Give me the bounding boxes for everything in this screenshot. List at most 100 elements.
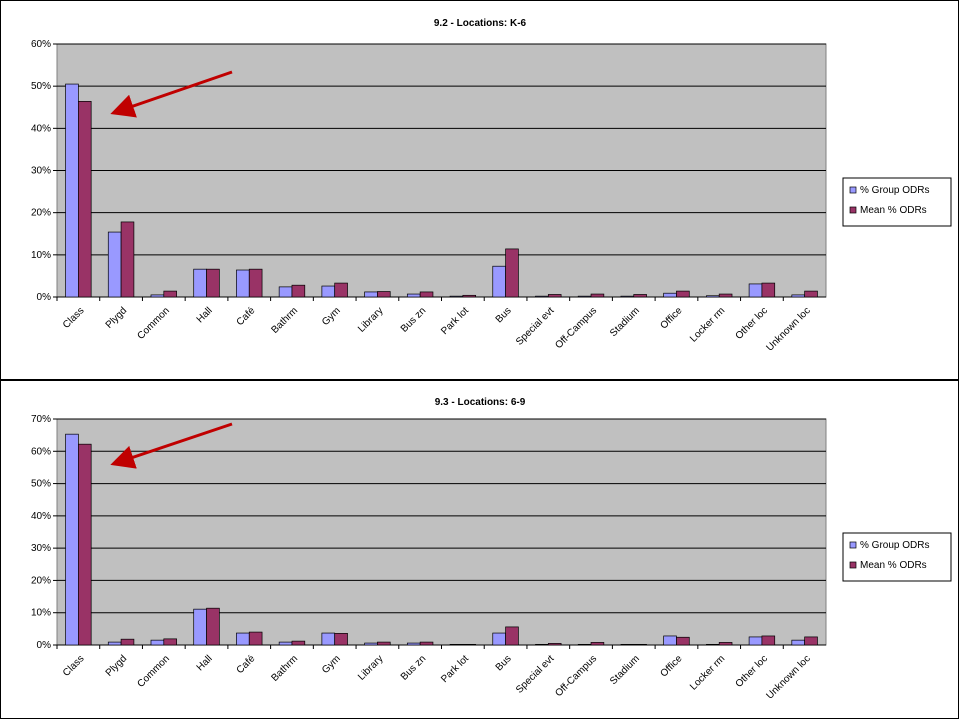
y-tick-label: 0%: [37, 640, 52, 651]
bar: [406, 642, 421, 646]
bar: [248, 631, 263, 646]
bar: [633, 644, 647, 646]
bar: [590, 642, 605, 646]
bar: [206, 268, 220, 298]
legend-box: [842, 532, 952, 582]
bar: [706, 295, 720, 298]
bar: [462, 644, 477, 646]
bar: [236, 632, 250, 646]
bar: [748, 283, 763, 298]
chart-title: 9.3 - Locations: 6-9: [435, 397, 526, 408]
bar: [334, 282, 348, 298]
y-tick-label: 10%: [31, 250, 51, 261]
bar: [291, 284, 306, 298]
y-tick-label: 60%: [31, 39, 51, 50]
y-tick-label: 30%: [31, 166, 51, 177]
bar: [291, 640, 306, 646]
bar: [377, 641, 391, 646]
bar: [449, 295, 464, 298]
bar: [163, 290, 177, 298]
bar: [547, 643, 562, 646]
legend-swatch: [849, 541, 857, 549]
y-tick-label: 50%: [31, 81, 51, 92]
bar: [120, 638, 135, 646]
bar: [321, 632, 336, 646]
bar: [663, 635, 677, 646]
y-tick-label: 70%: [31, 414, 51, 425]
bar: [676, 290, 690, 298]
y-tick-label: 10%: [31, 608, 51, 619]
bar: [804, 290, 818, 298]
bar: [278, 641, 293, 646]
chart-title: 9.2 - Locations: K-6: [434, 18, 527, 29]
bar: [663, 292, 677, 298]
bar: [107, 231, 122, 298]
arrow: [110, 70, 233, 118]
y-tick-label: 20%: [31, 208, 51, 219]
y-tick-label: 40%: [31, 511, 51, 522]
legend-box: [842, 177, 952, 227]
bar: [163, 638, 177, 646]
bar: [492, 632, 506, 646]
plot-area: [56, 418, 827, 646]
bar: [321, 285, 336, 298]
bar: [535, 295, 549, 298]
y-tick-label: 0%: [37, 292, 52, 303]
bar: [505, 248, 519, 298]
bar: [377, 291, 391, 298]
bar: [791, 294, 805, 298]
bar: [577, 295, 592, 298]
legend-swatch: [849, 186, 857, 194]
bar: [577, 644, 592, 646]
bar: [547, 294, 562, 298]
bar: [364, 642, 378, 646]
bar: [65, 83, 79, 298]
bar: [150, 639, 165, 646]
y-tick-label: 60%: [31, 446, 51, 457]
bar: [761, 635, 776, 646]
bar: [620, 644, 635, 646]
bar: [334, 633, 348, 646]
y-tick-label: 40%: [31, 123, 51, 134]
legend-label: Mean % ODRs: [860, 560, 927, 571]
bar: [419, 641, 434, 646]
bar: [364, 291, 378, 298]
bar: [492, 265, 506, 298]
bar: [718, 293, 733, 298]
legend-label: Mean % ODRs: [860, 205, 927, 216]
arrow: [110, 422, 233, 469]
bar: [65, 433, 79, 646]
bar: [633, 294, 647, 298]
bar: [107, 641, 122, 646]
bar: [462, 294, 477, 298]
bar: [78, 443, 92, 646]
y-tick-label: 50%: [31, 479, 51, 490]
bar: [236, 269, 250, 298]
bar: [193, 608, 207, 646]
bar: [150, 294, 165, 298]
bar: [78, 100, 92, 298]
bar: [535, 644, 549, 646]
bar: [706, 644, 720, 646]
legend-label: % Group ODRs: [860, 540, 929, 551]
bar: [120, 221, 135, 298]
bar: [449, 644, 464, 646]
bar: [193, 268, 207, 298]
bar: [206, 607, 220, 646]
bar: [248, 268, 263, 298]
bar: [748, 636, 763, 646]
y-tick-label: 30%: [31, 543, 51, 554]
bar: [590, 293, 605, 298]
bar: [278, 286, 293, 298]
legend-label: % Group ODRs: [860, 185, 929, 196]
bar: [804, 636, 818, 646]
bar: [406, 293, 421, 298]
bar: [419, 291, 434, 298]
legend-swatch: [849, 206, 857, 214]
bar: [505, 626, 519, 646]
bar: [676, 636, 690, 646]
bar: [761, 282, 776, 298]
legend-swatch: [849, 561, 857, 569]
bar: [620, 295, 635, 298]
